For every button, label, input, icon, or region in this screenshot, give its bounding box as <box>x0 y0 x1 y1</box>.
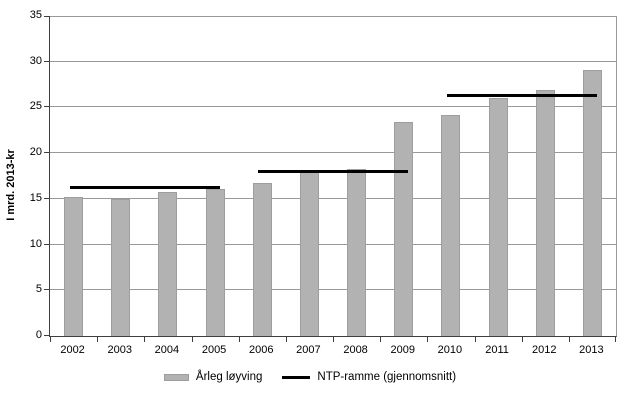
bar-2006 <box>253 183 272 336</box>
y-tick-label-0: 0 <box>35 329 42 341</box>
y-tick-label-10: 10 <box>29 237 42 250</box>
ntp-line-2010-2013 <box>447 94 597 97</box>
y-tick-5 <box>44 289 49 290</box>
legend-item-ntp-line: NTP-ramme (gjennomsnitt) <box>282 371 456 383</box>
bar-2009 <box>394 122 413 336</box>
gridline-25 <box>50 106 616 107</box>
bar-2007 <box>300 172 319 336</box>
bar-swatch-icon <box>163 373 189 381</box>
bar-2012 <box>536 90 555 336</box>
x-tick-label-2003: 2003 <box>107 344 132 356</box>
x-tick-2 <box>144 337 145 342</box>
gridline-20 <box>50 152 616 153</box>
x-tick-1 <box>97 337 98 342</box>
bar-2008 <box>347 169 366 336</box>
x-tick-8 <box>427 337 428 342</box>
x-tick-5 <box>286 337 287 342</box>
x-tick-label-2011: 2011 <box>485 344 509 356</box>
x-tick-label-2005: 2005 <box>201 344 227 356</box>
y-tick-25 <box>44 106 49 107</box>
y-tick-label-20: 20 <box>29 146 42 159</box>
x-tick-6 <box>333 337 334 342</box>
x-tick-label-2006: 2006 <box>248 344 274 356</box>
x-tick-7 <box>380 337 381 342</box>
x-tick-11 <box>569 337 570 342</box>
y-tick-0 <box>44 335 49 336</box>
bar-2005 <box>206 189 225 336</box>
y-tick-label-35: 35 <box>29 9 42 21</box>
x-tick-label-2013: 2013 <box>579 344 604 356</box>
x-tick-9 <box>475 337 476 342</box>
ntp-line-2002-2005 <box>70 186 220 189</box>
y-tick-15 <box>44 198 49 199</box>
x-tick-label-2010: 2010 <box>437 344 463 356</box>
bar-2013 <box>583 70 602 336</box>
y-tick-30 <box>44 61 49 62</box>
bar-2002 <box>64 197 83 336</box>
y-tick-35 <box>44 16 49 17</box>
gridline-35 <box>50 16 616 17</box>
x-tick-label-2012: 2012 <box>531 344 557 356</box>
y-tick-20 <box>44 152 49 153</box>
gridline-15 <box>50 198 616 199</box>
line-swatch-icon <box>282 375 311 379</box>
plot-area <box>44 16 617 342</box>
x-tick-12 <box>615 337 616 342</box>
y-tick-label-5: 5 <box>35 283 42 296</box>
x-tick-0 <box>50 337 51 342</box>
x-tick-label-2008: 2008 <box>343 344 368 356</box>
gridline-10 <box>50 244 616 245</box>
x-tick-4 <box>239 337 240 342</box>
x-tick-label-2002: 2002 <box>60 344 85 356</box>
bar-2004 <box>158 192 177 336</box>
bar-2010 <box>441 115 460 336</box>
x-tick-10 <box>522 337 523 342</box>
gridline-30 <box>50 61 616 62</box>
legend-label-bars: Årleg løyving <box>195 371 263 383</box>
ntp-line-2006-2009 <box>258 170 408 173</box>
y-axis-title: I mrd. 2013-kr <box>5 149 17 221</box>
y-tick-10 <box>44 244 49 245</box>
bar-2011 <box>489 98 508 336</box>
y-tick-label-30: 30 <box>29 54 42 67</box>
x-tick-3 <box>192 337 193 342</box>
x-tick-label-2009: 2009 <box>390 344 415 356</box>
x-tick-label-2004: 2004 <box>154 344 180 356</box>
legend: Årleg løyving NTP-ramme (gjennomsnitt) <box>0 369 620 385</box>
y-tick-label-25: 25 <box>29 100 42 113</box>
legend-item-bars: Årleg løyving <box>163 371 263 383</box>
y-tick-label-15: 15 <box>29 191 42 204</box>
gridline-5 <box>50 289 616 290</box>
bar-2003 <box>111 199 130 336</box>
legend-label-ntp-line: NTP-ramme (gjennomsnitt) <box>317 371 457 383</box>
x-tick-label-2007: 2007 <box>296 344 321 356</box>
